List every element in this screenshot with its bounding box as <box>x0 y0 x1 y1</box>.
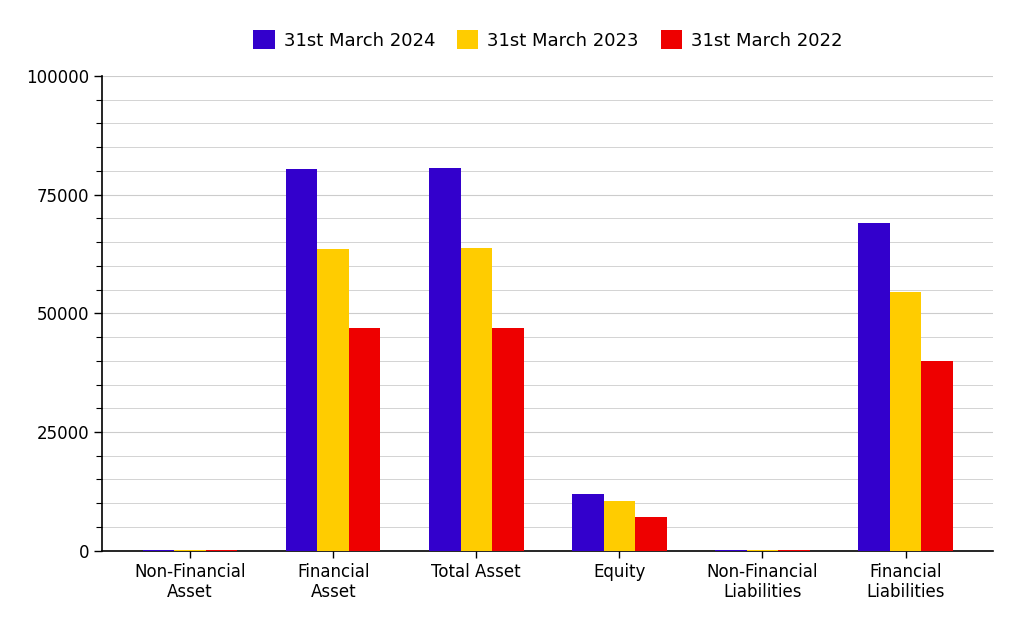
Bar <box>317 249 349 551</box>
Bar <box>143 549 174 551</box>
Bar <box>890 292 922 551</box>
Bar <box>429 168 461 551</box>
Bar <box>572 494 603 551</box>
Bar <box>635 518 667 551</box>
Bar <box>746 550 778 551</box>
Bar <box>461 248 493 551</box>
Bar <box>286 168 317 551</box>
Bar <box>715 549 746 551</box>
Bar <box>174 550 206 551</box>
Bar <box>858 223 890 551</box>
Bar <box>922 361 952 551</box>
Legend: 31st March 2024, 31st March 2023, 31st March 2022: 31st March 2024, 31st March 2023, 31st M… <box>246 23 850 57</box>
Bar <box>603 501 635 551</box>
Bar <box>349 328 381 551</box>
Bar <box>493 328 523 551</box>
